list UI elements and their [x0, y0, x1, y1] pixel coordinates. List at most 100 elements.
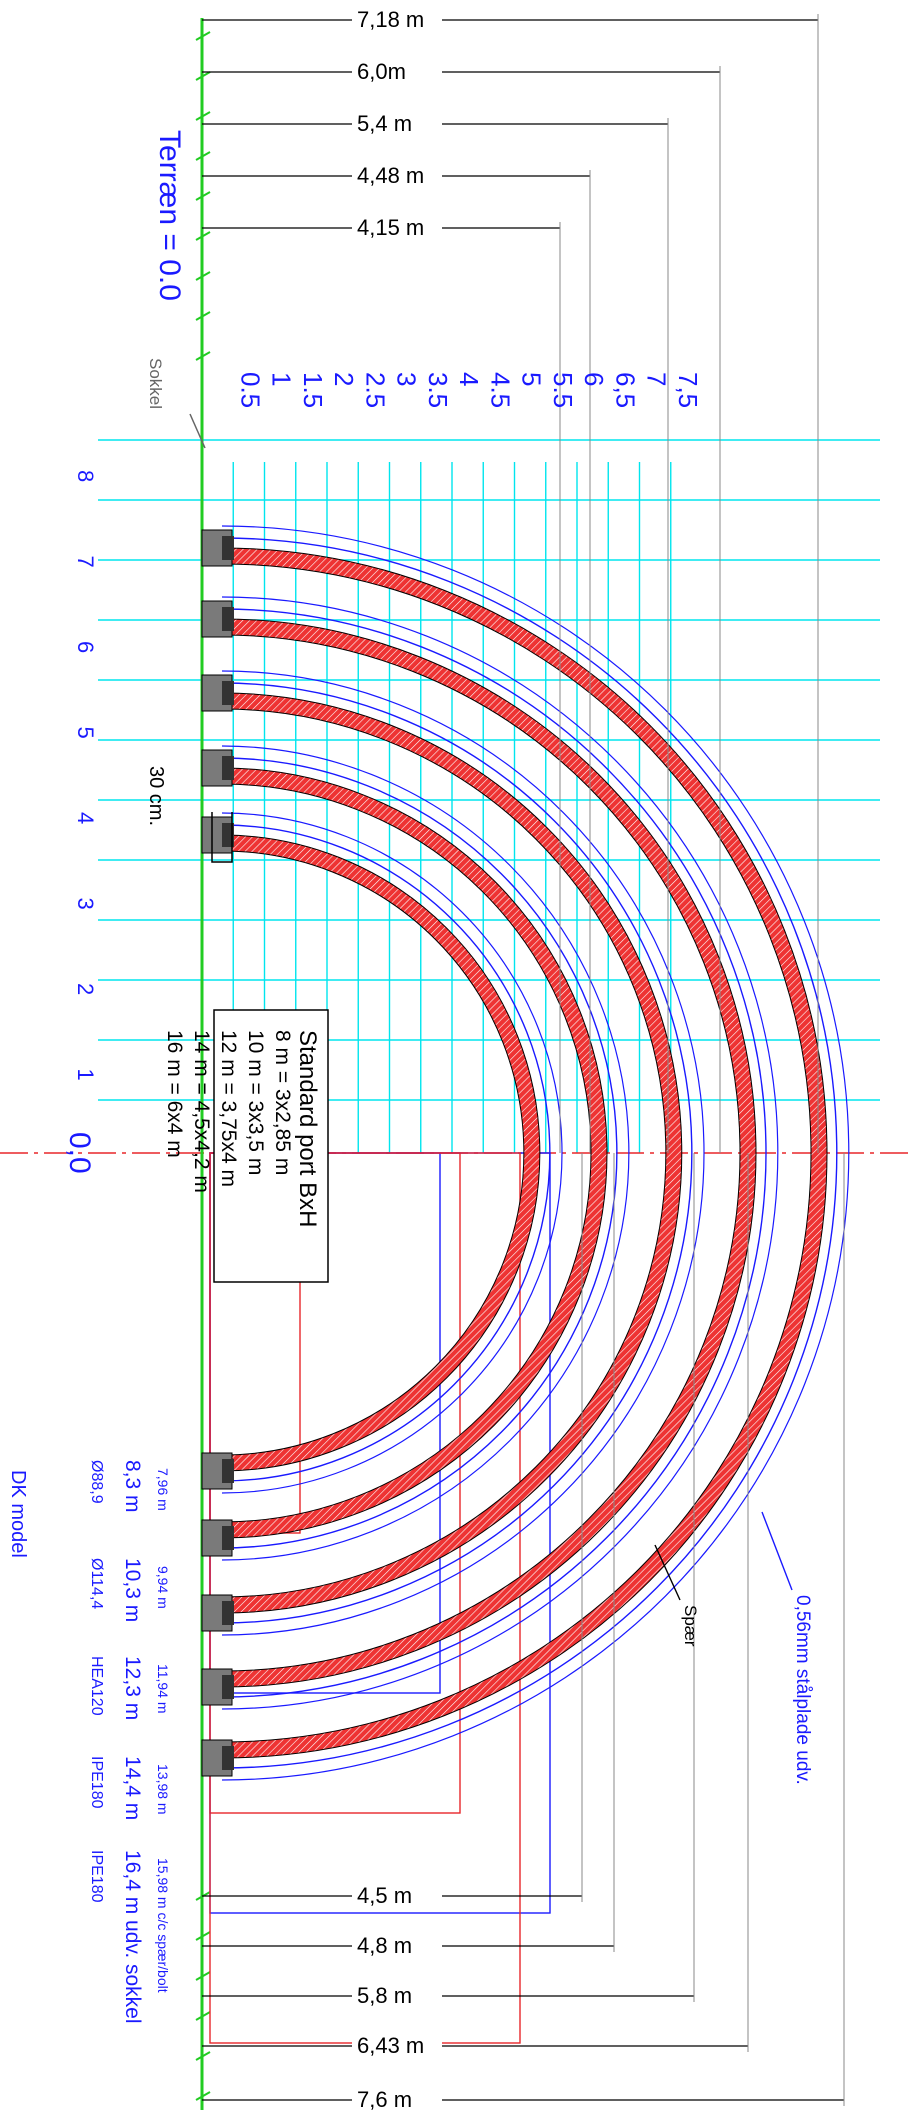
port-box-line: 14 m = 4,5x4,2 m: [190, 1030, 213, 1193]
width-scale: 8 7 6 5 4 3 2 1: [73, 470, 98, 1081]
gap-label: 30 cm.: [145, 766, 167, 826]
cladding-arch-outer: [221, 745, 630, 1561]
footing-plate: [222, 1459, 234, 1483]
legend-spacing: 7,96 m: [155, 1468, 171, 1511]
footing-plate: [222, 681, 234, 705]
dimension-label-bg: [352, 110, 442, 136]
dimension-label-bg: [352, 1932, 442, 1958]
size-legend: 7,96 m 9,94 m 11,94 m 13,98 m 15,98 m c/c sp…: [88, 1460, 171, 2024]
spaer-label: Spær: [681, 1605, 700, 1647]
footing-plate: [222, 1526, 234, 1550]
legend-width: 16,4 m udv. sokkel: [121, 1850, 144, 2024]
origin-label: 0,0: [63, 1132, 96, 1174]
dimension-label-bg: [352, 2086, 442, 2112]
dimension-label-bg: [352, 2032, 442, 2058]
terrain-mark: [195, 71, 211, 81]
cladding-arch: [221, 608, 767, 1698]
legend-spacing: 9,94 m: [155, 1566, 171, 1609]
height-scale: 0.5 1 1.5 2 2.5 3 3.5 4 4.5 5 5.5 6 6,5 7 7,5: [235, 372, 703, 408]
terrain-mark: [195, 271, 211, 281]
port-box-line: 16 m = 6x4 m: [163, 1030, 186, 1158]
legend-width: 10,3 m: [121, 1558, 144, 1622]
legend-profile: HEA120: [88, 1656, 105, 1716]
cladding-arch: [221, 757, 618, 1549]
legend-spacing: 15,98 m c/c spær/bolt: [155, 1858, 171, 1993]
width-scale-label: 4: [73, 812, 98, 824]
cladding-arch-outer: [221, 670, 705, 1636]
cladding-arch: [221, 682, 693, 1624]
height-scale-label: 0.5: [235, 372, 265, 408]
steel-label: 0,56mm stålplade udv.: [792, 1595, 813, 1785]
footing-plate: [222, 1746, 234, 1770]
width-scale-label: 2: [73, 983, 98, 995]
legend-profile: IPE180: [88, 1756, 105, 1809]
height-scale-label: 3: [392, 372, 422, 386]
terrain-mark: [195, 151, 211, 161]
footing-plate: [222, 1675, 234, 1699]
legend-profile: Ø114,4: [88, 1558, 105, 1609]
footings: [201, 529, 234, 1777]
dimension-label: 6,43 m: [357, 2033, 424, 2058]
port-box-line: 8 m = 3x2,85 m: [271, 1030, 294, 1175]
footing-plate: [222, 1601, 234, 1625]
dimension-label: 5,8 m: [357, 1983, 412, 2008]
terrain-mark: [195, 1931, 211, 1941]
height-scale-label: 5: [517, 372, 547, 386]
legend-width: 12,3 m: [121, 1656, 144, 1720]
sokkel-leader: [189, 413, 206, 449]
terrain-label: Terræn = 0.0: [153, 130, 186, 301]
dimension-label-bg: [352, 214, 442, 240]
height-scale-label: 4: [454, 372, 484, 386]
dimension-label: 6,0m: [357, 59, 406, 84]
legend-spacing: 11,94 m: [155, 1664, 171, 1714]
model-label: DK model: [7, 1470, 29, 1558]
terrain-mark: [195, 2011, 211, 2021]
dimension-label: 4,8 m: [357, 1933, 412, 1958]
height-scale-label: 5.5: [548, 372, 578, 408]
spaer-leader: [654, 1544, 681, 1601]
cladding-arch-outer: [221, 812, 563, 1494]
terrain-mark: [195, 231, 211, 241]
dimension-label-bg: [352, 162, 442, 188]
cladding-arch-outer: [221, 525, 850, 1781]
width-scale-label: 5: [73, 727, 98, 739]
dimension-label-bg: [352, 1982, 442, 2008]
terrain-mark: [195, 1971, 211, 1981]
height-scale-label: 2: [329, 372, 359, 386]
footing-plate: [222, 536, 234, 560]
width-scale-label: 6: [73, 641, 98, 653]
width-scale-label: 7: [73, 556, 98, 568]
legend-width: 14,4 m: [121, 1756, 144, 1820]
legend-width: 8,3 m: [121, 1460, 144, 1513]
sokkel-label: Sokkel: [146, 358, 165, 409]
terrain-mark: [195, 111, 211, 121]
port-box: [213, 1009, 329, 1283]
dimension-label: 4,48 m: [357, 163, 424, 188]
width-scale-label: 3: [73, 898, 98, 910]
height-scale-label: 1.5: [298, 372, 328, 408]
port-box-title: Standard port BxH: [294, 1030, 321, 1227]
height-scale-label: 6,5: [610, 372, 640, 408]
terrain-mark: [195, 191, 211, 201]
terrain-marks: [195, 31, 211, 2101]
width-scale-label: 8: [73, 470, 98, 482]
cladding-arch-outer: [221, 596, 779, 1710]
cladding-arch: [221, 537, 838, 1769]
height-scale-label: 1: [267, 372, 297, 386]
legend-profile: IPE180: [88, 1850, 105, 1903]
dimension-label: 4,15 m: [357, 215, 424, 240]
terrain-mark: [195, 351, 211, 361]
legend-profile: Ø88,9: [88, 1460, 105, 1504]
terrain-mark: [195, 2051, 211, 2061]
dimension-label-bg: [352, 1882, 442, 1908]
dimension-label: 7,18 m: [357, 7, 424, 32]
terrain-mark: [195, 31, 211, 41]
dimension-lines: 7,18 m 6,0m 5,4 m 4,48 m 4,15 m 4,5 m 4,8 m 5,8…: [202, 6, 845, 2112]
port-box-line: 12 m = 3,75x4 m: [217, 1030, 240, 1187]
height-scale-label: 7: [642, 372, 672, 386]
cladding-arch: [221, 824, 551, 1482]
height-scale-label: 7,5: [673, 372, 703, 408]
dimension-label: 4,5 m: [357, 1883, 412, 1908]
